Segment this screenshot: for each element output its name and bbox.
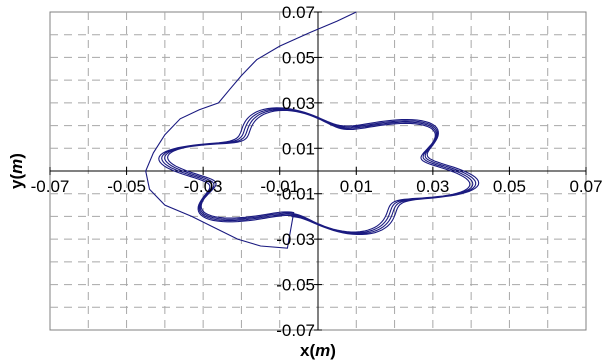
x-tick-label: 0.05 (493, 177, 526, 196)
x-tick-label: 0.01 (340, 177, 373, 196)
x-tick-label: 0.03 (416, 177, 449, 196)
x-tick-label: -0.03 (184, 177, 223, 196)
x-axis-title: x(m) (300, 341, 336, 360)
trajectory-line (145, 11, 480, 249)
y-tick-label: 0.05 (282, 48, 315, 67)
y-tick-label: -0.05 (276, 276, 315, 295)
y-tick-label: -0.03 (276, 230, 315, 249)
y-tick-label: 0.07 (282, 3, 315, 22)
series-layer (145, 11, 480, 249)
axes (49, 11, 587, 331)
x-tick-label: -0.05 (107, 177, 146, 196)
y-axis-title: y(m) (7, 153, 26, 189)
y-tick-label: -0.07 (276, 321, 315, 340)
y-tick-label: 0.01 (282, 139, 315, 158)
x-tick-label: -0.07 (31, 177, 70, 196)
x-tick-label: 0.07 (569, 177, 602, 196)
y-tick-label: -0.01 (276, 185, 315, 204)
x-tick-label: -0.01 (260, 177, 299, 196)
y-tick-label: 0.03 (282, 94, 315, 113)
tick-labels: -0.07 -0.05 -0.03 -0.01 0.01 0.03 0.05 0.07 -0.0… (31, 3, 602, 340)
